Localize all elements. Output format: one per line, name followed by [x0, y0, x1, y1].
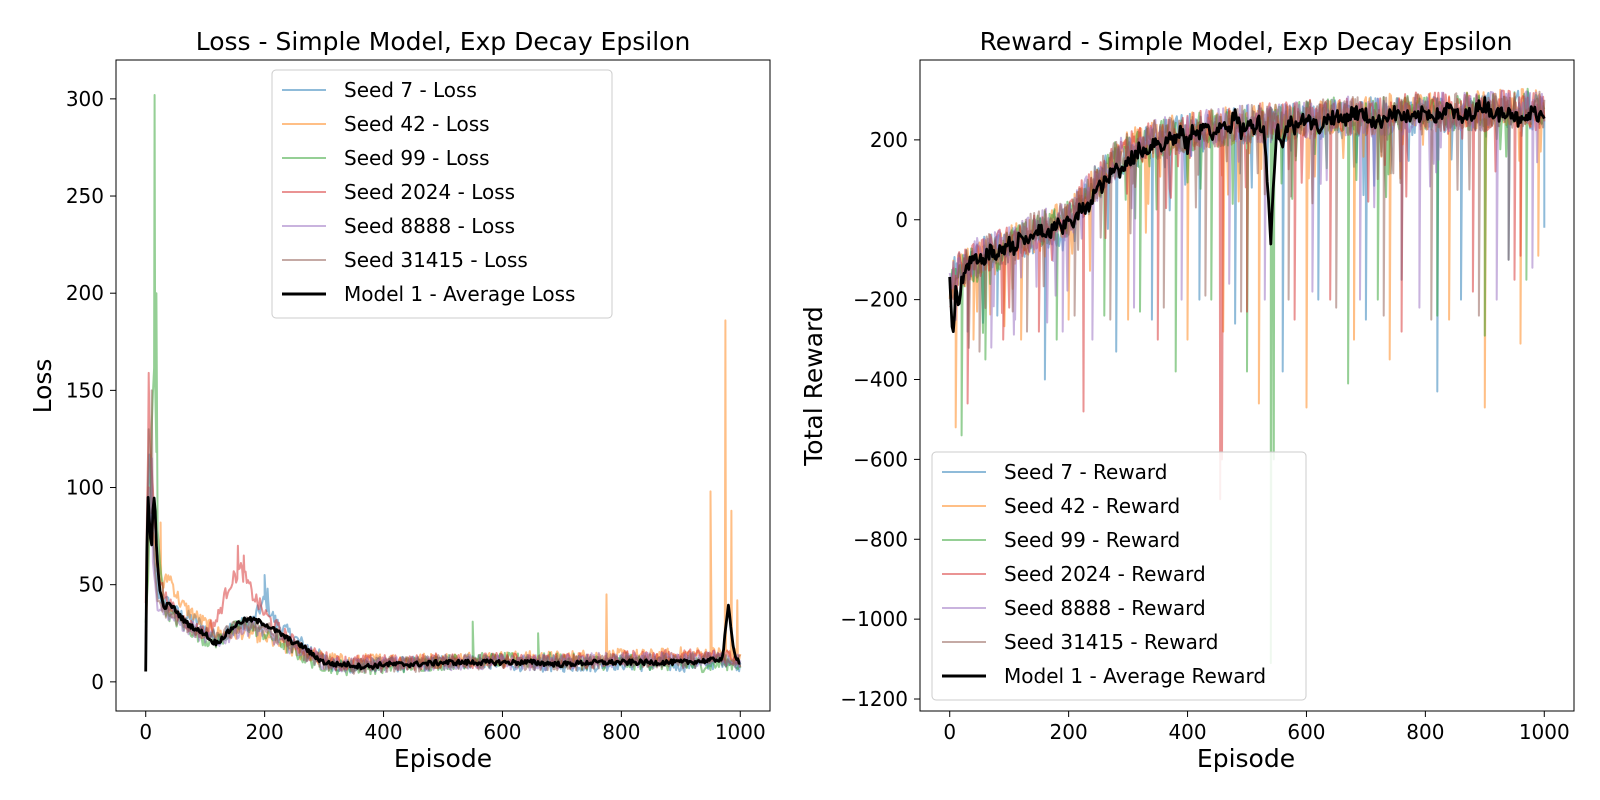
loss-chart-title: Loss - Simple Model, Exp Decay Epsilon [196, 27, 691, 56]
loss-legend-label-seed-2024: Seed 2024 - Loss [344, 180, 515, 204]
reward-legend-label-seed-99: Seed 99 - Reward [1004, 528, 1180, 552]
reward-legend-box [931, 451, 1307, 701]
reward-legend-label-average: Model 1 - Average Reward [1004, 664, 1266, 688]
reward-x-tick-label: 400 [1168, 720, 1206, 744]
loss-x-tick-label: 0 [139, 720, 152, 744]
loss-legend-label-seed-7: Seed 7 - Loss [344, 78, 477, 102]
reward-legend-label-seed-7: Seed 7 - Reward [1004, 460, 1168, 484]
loss-x-tick-label: 400 [364, 720, 402, 744]
reward-y-axis-label: Total Reward [799, 306, 828, 466]
reward-series-seed-2024-line [949, 89, 1546, 501]
reward-legend-label-seed-42: Seed 42 - Reward [1004, 494, 1180, 518]
reward-y-tick-label: 200 [870, 128, 908, 152]
loss-x-tick-label: 600 [483, 720, 521, 744]
loss-legend-box [271, 69, 613, 319]
reward-y-tick-label: −400 [853, 368, 908, 392]
reward-y-tick-label: −800 [853, 527, 908, 551]
reward-x-tick-label: 200 [1050, 720, 1088, 744]
reward-axis-ticks: 0 200 400 600 800 1000 −1200 −1000 −800 −600 −400 −… [840, 128, 1569, 744]
loss-legend-label-seed-42: Seed 42 - Loss [344, 112, 490, 136]
loss-y-tick-label: 200 [66, 281, 104, 305]
loss-x-tick-label: 200 [246, 720, 284, 744]
loss-series-seed-7-line [144, 453, 742, 674]
loss-axis-ticks: 0 200 400 600 800 1000 0 50 100 150 200 250 300 [66, 87, 766, 744]
reward-y-tick-label: 0 [895, 208, 908, 232]
loss-legend-label-average: Model 1 - Average Loss [344, 282, 575, 306]
reward-y-tick-label: −1200 [840, 687, 908, 711]
loss-y-tick-label: 0 [91, 670, 104, 694]
loss-series-seed-31415-line [144, 389, 741, 675]
reward-chart-panel: Reward - Simple Model, Exp Decay Epsilon… [799, 27, 1575, 773]
loss-x-axis-label: Episode [394, 744, 492, 773]
reward-x-tick-label: 800 [1406, 720, 1444, 744]
reward-legend-label-seed-31415: Seed 31415 - Reward [1004, 630, 1218, 654]
loss-y-axis-label: Loss [28, 359, 57, 414]
loss-legend-label-seed-31415: Seed 31415 - Loss [344, 248, 528, 272]
loss-chart-panel: Loss - Simple Model, Exp Decay Epsilon 0… [28, 27, 771, 773]
reward-y-tick-label: −600 [853, 447, 908, 471]
reward-series-group [948, 87, 1546, 665]
loss-x-tick-label: 1000 [715, 720, 766, 744]
reward-y-tick-label: −1000 [840, 607, 908, 631]
reward-legend: Seed 7 - Reward Seed 42 - Reward Seed 99 -… [931, 451, 1307, 701]
loss-y-tick-label: 100 [66, 476, 104, 500]
reward-series-average-line [948, 96, 1546, 333]
loss-y-tick-label: 300 [66, 87, 104, 111]
loss-series-seed-42-line [144, 319, 742, 670]
loss-x-tick-label: 800 [602, 720, 640, 744]
reward-x-axis-label: Episode [1197, 744, 1295, 773]
loss-y-tick-label: 50 [79, 573, 104, 597]
loss-series-group [144, 94, 742, 677]
loss-y-tick-label: 150 [66, 378, 104, 402]
reward-legend-label-seed-8888: Seed 8888 - Reward [1004, 596, 1206, 620]
loss-plot-area [115, 59, 771, 712]
reward-plot-area [919, 59, 1575, 712]
loss-legend-label-seed-8888: Seed 8888 - Loss [344, 214, 515, 238]
loss-series-seed-8888-line [144, 457, 742, 674]
loss-legend: Seed 7 - Loss Seed 42 - Loss Seed 99 - Los… [271, 69, 613, 319]
reward-y-tick-label: −200 [853, 288, 908, 312]
reward-x-tick-label: 600 [1287, 720, 1325, 744]
reward-legend-label-seed-2024: Seed 2024 - Reward [1004, 562, 1206, 586]
reward-x-tick-label: 0 [943, 720, 956, 744]
loss-y-tick-label: 250 [66, 184, 104, 208]
loss-legend-label-seed-99: Seed 99 - Loss [344, 146, 490, 170]
reward-chart-title: Reward - Simple Model, Exp Decay Epsilon [980, 27, 1513, 56]
reward-x-tick-label: 1000 [1519, 720, 1570, 744]
loss-series-average-line [144, 496, 741, 672]
